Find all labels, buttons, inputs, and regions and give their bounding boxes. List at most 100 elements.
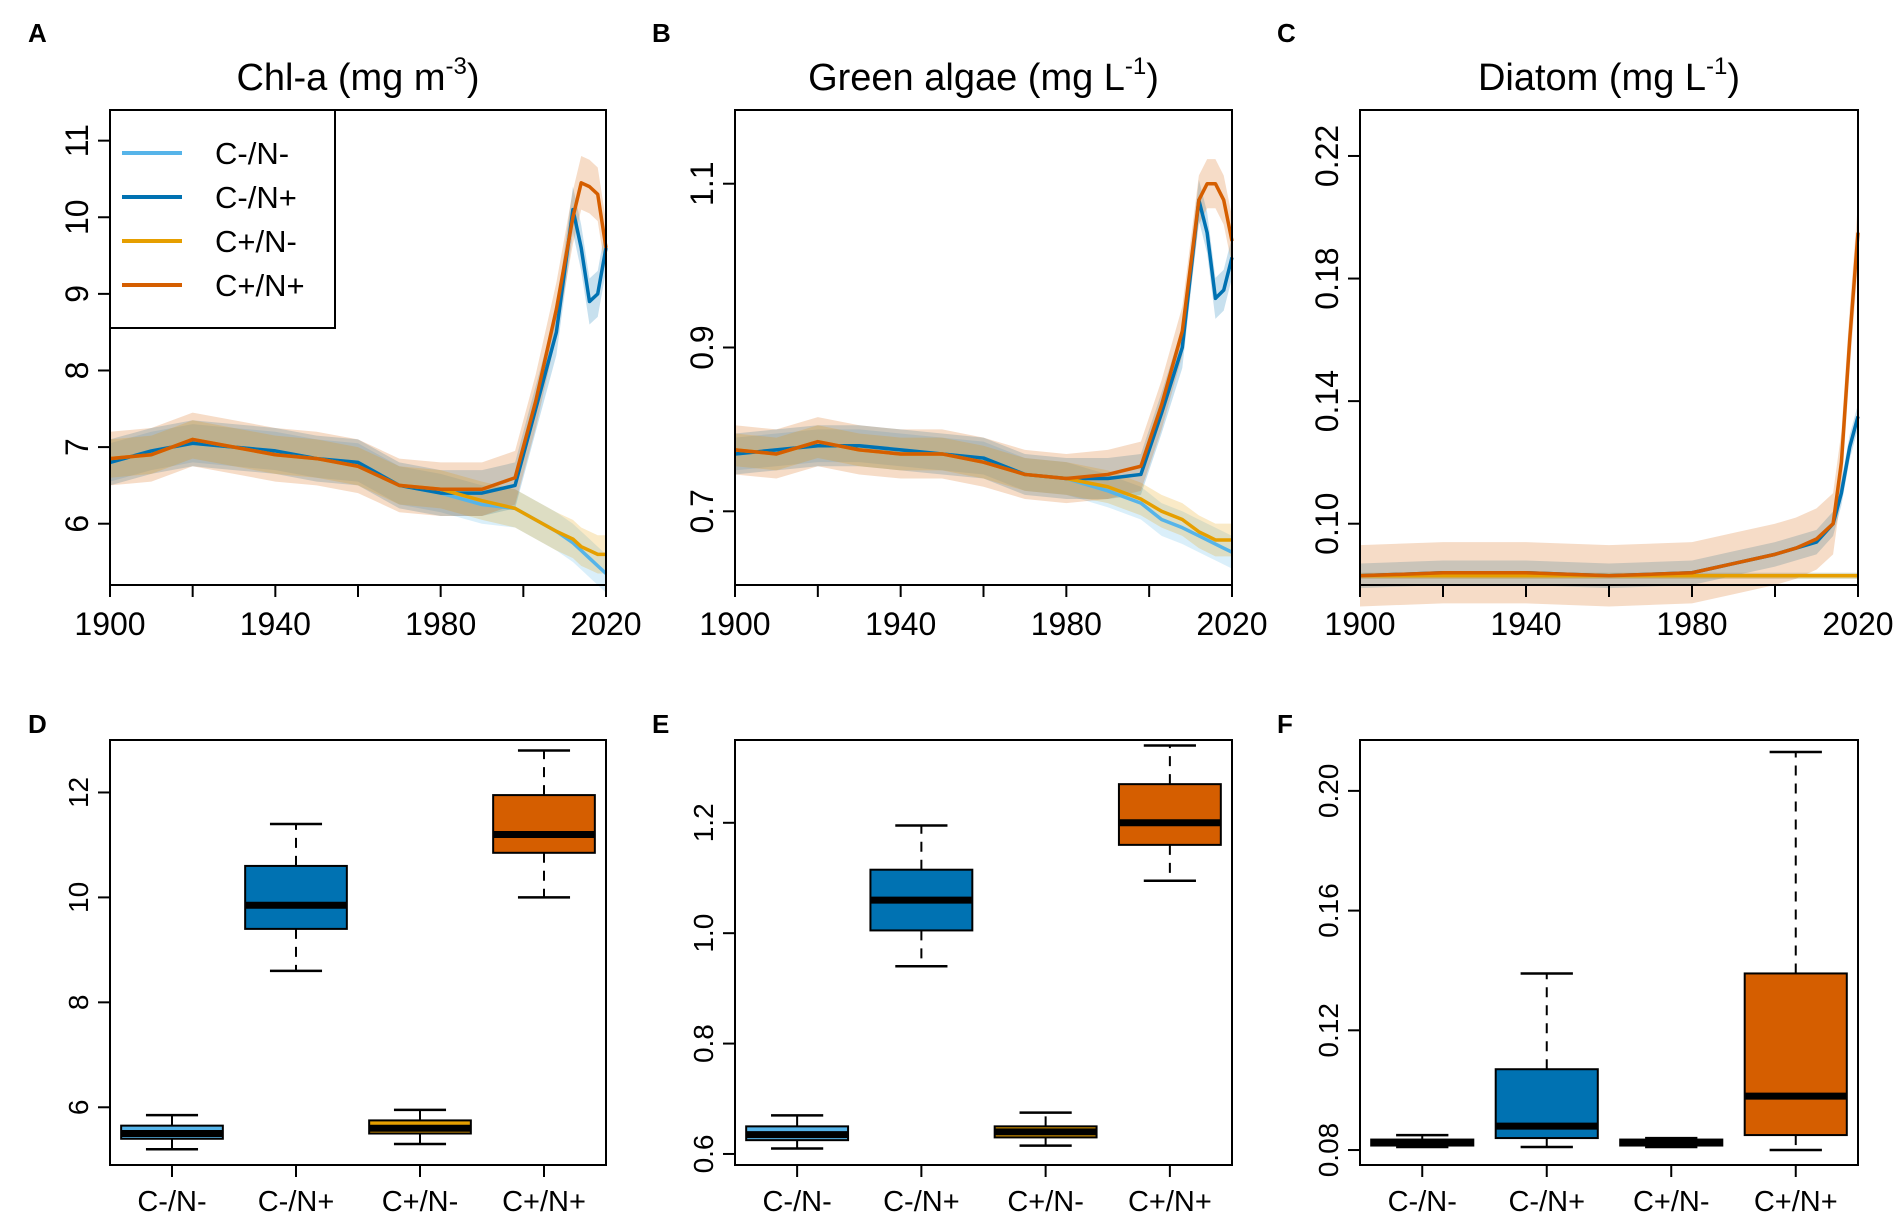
chart-title: Green algae (mg L-1) [808,53,1159,99]
legend-label: C+/N- [215,224,297,259]
x-tick-label: 2020 [1196,606,1267,642]
chart-title-superscript: -1 [1125,53,1146,80]
panel-label: D [28,709,47,739]
y-tick-label: 10 [59,199,95,235]
y-tick-label: 0.14 [1309,370,1345,432]
y-tick-label: 12 [63,777,94,808]
x-tick-label: 1940 [865,606,936,642]
y-tick-label: 0.22 [1309,125,1345,187]
box-C+/N+ [1117,783,1222,846]
plot-frame [1359,109,1859,586]
y-tick-label: 1.0 [688,914,719,953]
panel-label: B [652,18,671,48]
series-band-C+/N- [110,420,606,574]
x-tick-label: C-/N+ [258,1186,335,1217]
panel-d: D C-/N- C-/N+ C+/N- C+/N+ 6 8 10 12 [28,709,607,1217]
chart-title-text: Green algae (mg L [808,57,1125,99]
x-tick-label: C-/N- [1388,1186,1457,1217]
series-line-C+/N+ [1359,232,1860,578]
series-band-C-/N- [110,424,606,593]
y-tick-label: 0.08 [1313,1123,1344,1178]
chart-title-end: ) [467,57,480,99]
y-tick-label: 0.16 [1313,883,1344,938]
x-tick-label: C+/N+ [502,1186,586,1217]
chart-title-superscript: -3 [446,53,467,80]
chart-title-text: Chl-a (mg m [236,57,445,99]
y-tick-label: 6 [59,515,95,533]
x-tick-label: 1900 [699,606,770,642]
panel-e: E C-/N- C-/N+ C+/N- C+/N+ 0.6 0.8 1.0 1.2 [652,709,1233,1217]
y-tick-label: 6 [63,1099,94,1115]
y-tick-label: 0.7 [684,489,720,533]
x-tick-label: 1940 [1490,606,1561,642]
chart-title: Chl-a (mg m-3) [236,53,479,99]
x-tick-label: C-/N+ [883,1186,960,1217]
series-band-C-/N+ [1360,404,1858,589]
x-tick-label: C+/N+ [1128,1186,1212,1217]
y-tick-label: 8 [63,995,94,1011]
series-band-C-/N+ [110,186,606,517]
panel-c: C Diatom (mg L-1) 1900 1940 1980 2020 0.10 0.14… [1277,18,1894,642]
y-tick-label: 0.20 [1313,764,1344,819]
panel-label: C [1277,18,1296,48]
y-tick-label: 0.12 [1313,1003,1344,1058]
y-tick-label: 0.9 [684,325,720,369]
series-band-C+/N- [735,425,1232,557]
x-tick-label: C+/N- [1633,1186,1710,1217]
plot-frame [734,739,1233,1166]
y-tick-label: 0.10 [1309,493,1345,555]
chart-title: Diatom (mg L-1) [1478,53,1740,99]
y-tick-label: 11 [59,124,95,157]
x-tick-label: 1900 [1324,606,1395,642]
y-tick-label: 1.1 [684,161,720,205]
x-tick-label: C-/N+ [1508,1186,1585,1217]
x-tick-label: 1980 [1031,606,1102,642]
plot-frame [1359,739,1859,1166]
panel-label: F [1277,709,1293,739]
x-tick-label: C+/N+ [1754,1186,1838,1217]
legend-label: C-/N+ [215,180,297,215]
series-band-C+/N+ [735,159,1232,504]
y-tick-label: 0.6 [688,1134,719,1173]
series-line-C+/N+ [734,181,1234,481]
chart-title-end: ) [1146,57,1159,99]
x-tick-label: C-/N- [762,1186,831,1217]
x-tick-label: 1980 [1656,606,1727,642]
series-band-C-/N+ [735,179,1232,500]
legend-label: C-/N- [215,136,289,171]
series-band-C+/N+ [1360,201,1858,607]
series-line-C+/N+ [109,181,608,491]
panel-a: A Chl-a (mg m-3) 1900 1940 1980 2020 6 7 8 9 10 11 C… [28,18,642,642]
series-line-C-/N+ [734,198,1234,481]
x-tick-label: 2020 [1822,606,1893,642]
x-tick-label: 1980 [405,606,476,642]
panel-label: A [28,18,47,48]
legend-label: C+/N+ [215,268,305,303]
y-tick-label: 8 [59,362,95,380]
y-tick-label: 1.2 [688,803,719,842]
x-tick-label: 2020 [570,606,641,642]
box-C+/N+ [1743,972,1848,1137]
x-tick-label: C+/N- [382,1186,459,1217]
x-tick-label: 1940 [240,606,311,642]
plot-frame [109,739,607,1166]
chart-title-text: Diatom (mg L [1478,57,1706,99]
panel-label: E [652,709,669,739]
y-tick-label: 0.18 [1309,247,1345,309]
x-tick-label: C+/N- [1007,1186,1084,1217]
y-tick-label: 7 [59,438,95,456]
box-C-/N+ [244,864,348,930]
y-tick-label: 0.8 [688,1024,719,1063]
x-tick-label: C-/N- [137,1186,206,1217]
x-tick-label: 1900 [74,606,145,642]
panel-f: F C-/N- C-/N+ C+/N- C+/N+ 0.08 0.12 0.16 0.20 [1277,709,1859,1217]
chart-title-superscript: -1 [1706,53,1727,80]
series-band-C+/N+ [110,155,606,517]
y-tick-label: 10 [63,882,94,913]
panel-b: B Green algae (mg L-1) 1900 1940 1980 2020 0.7… [652,18,1268,642]
chart-title-end: ) [1727,57,1740,99]
box-C+/N+ [492,794,596,854]
legend-box [109,109,336,329]
y-tick-label: 9 [59,285,95,303]
